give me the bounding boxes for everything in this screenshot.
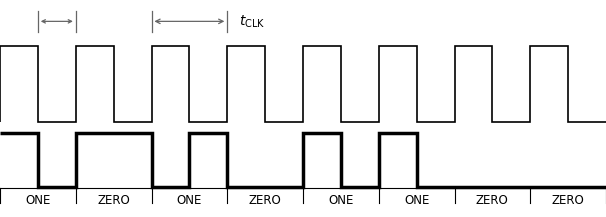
Text: ONE: ONE bbox=[404, 194, 429, 207]
Text: ONE: ONE bbox=[25, 194, 50, 207]
Text: ZERO: ZERO bbox=[248, 194, 282, 207]
Text: ONE: ONE bbox=[328, 194, 353, 207]
Text: ZERO: ZERO bbox=[97, 194, 130, 207]
Text: ZERO: ZERO bbox=[476, 194, 509, 207]
Text: $t_\mathrm{CLK}$: $t_\mathrm{CLK}$ bbox=[239, 13, 265, 30]
Text: ZERO: ZERO bbox=[551, 194, 585, 207]
Text: ONE: ONE bbox=[177, 194, 202, 207]
